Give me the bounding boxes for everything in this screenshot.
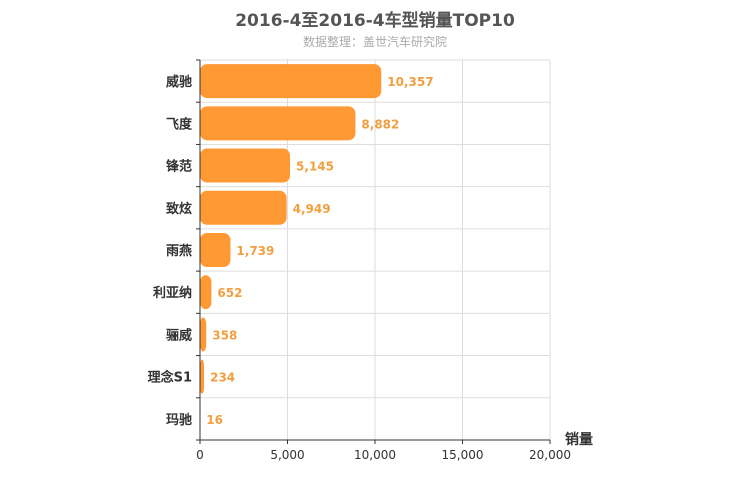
x-axis-title: 销量 <box>565 431 593 448</box>
category-label: 雨燕 <box>166 243 192 259</box>
category-label: 理念S1 <box>148 370 192 386</box>
x-tick-label: 10,000 <box>354 448 396 462</box>
value-label: 234 <box>210 371 235 385</box>
x-tick-label: 20,000 <box>529 448 571 462</box>
value-label: 5,145 <box>296 160 334 174</box>
axes <box>196 59 551 444</box>
bar <box>200 359 205 394</box>
chart-subtitle: 数据整理：盖世汽车研究院 <box>302 35 447 49</box>
bar <box>200 190 287 225</box>
x-tick-label: 15,000 <box>442 448 484 462</box>
category-label: 锋范 <box>166 159 192 175</box>
category-label: 玛驰 <box>166 413 192 428</box>
category-label: 利亚纳 <box>153 285 192 301</box>
bar <box>200 64 382 99</box>
bars <box>200 64 382 394</box>
value-label: 10,357 <box>387 75 433 89</box>
value-label: 16 <box>206 413 223 427</box>
bar <box>200 106 356 141</box>
category-label: 飞度 <box>166 116 193 132</box>
bar <box>200 317 207 352</box>
x-tick-label: 0 <box>196 448 204 462</box>
bar <box>200 148 291 183</box>
bar <box>200 233 231 267</box>
category-label: 致炫 <box>166 201 192 217</box>
category-label: 骊威 <box>166 327 192 343</box>
chart-title: 2016-4至2016-4车型销量TOP10 <box>235 11 515 31</box>
value-label: 358 <box>212 328 237 342</box>
labels: 威驰 10,357 飞度 8,882 锋范 5,145 致炫 4,949 雨燕 1,739 利亚纳 6… <box>148 74 593 462</box>
value-label: 1,739 <box>236 244 274 258</box>
value-label: 652 <box>217 286 242 300</box>
value-label: 4,949 <box>293 202 331 216</box>
category-label: 威驰 <box>166 74 192 90</box>
bar <box>200 275 212 310</box>
x-tick-label: 5,000 <box>270 448 304 462</box>
value-label: 8,882 <box>361 117 399 131</box>
